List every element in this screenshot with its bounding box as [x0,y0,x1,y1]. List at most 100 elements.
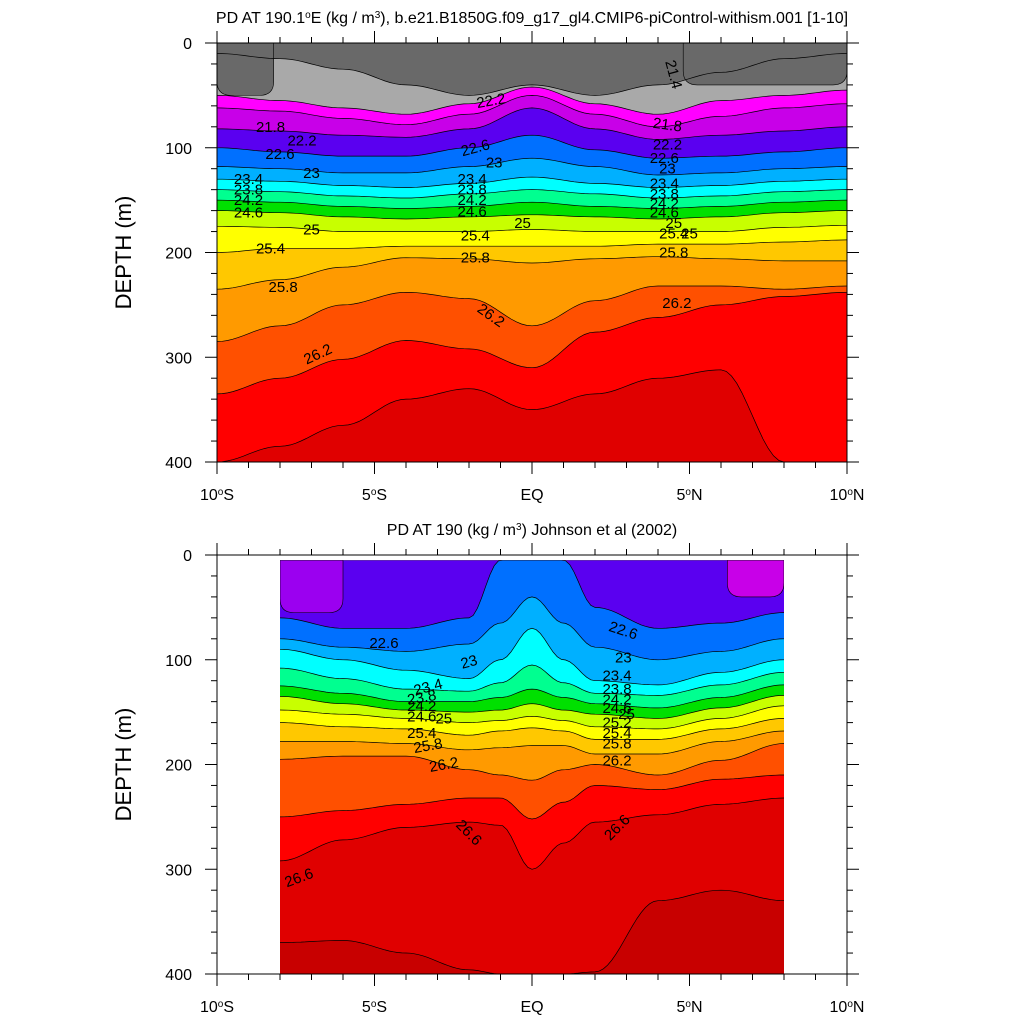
contour-label: 23.8 [602,681,631,698]
contour-label: 21.8 [256,119,285,136]
contour-label: 25.8 [461,250,490,267]
x-tick-label: EQ [520,999,543,1016]
x-tick-label: 5oS [362,999,387,1017]
isopycnal-line-23.4 [217,176,847,188]
x-tick-label: 5oS [362,487,387,505]
chart-title: PD AT 190.1oE (kg / m3), b.e21.B1850G.f0… [216,10,848,28]
contour-label: 25.4 [659,226,688,243]
isopycnal-line-26.2 [217,285,847,342]
isopycnal-line-25.8 [217,256,847,290]
isopycnal-line-21.8 [217,95,847,128]
isopycnal-line-25.8 [280,730,784,755]
contour-label: 25.8 [269,279,298,296]
isopycnal-line-26.6 [217,291,847,395]
surface-patch-0 [727,560,784,598]
y-tick-label: 100 [165,141,192,158]
x-tick-label: 10oS [200,999,234,1017]
isopycnal-line-22.2 [217,107,847,140]
contour-label: 23.8 [458,182,487,199]
isopycnal-line-22.6 [280,560,784,629]
contour-label: 25.4 [461,228,490,245]
surface-patch-1 [682,43,847,86]
contour-label: 22.2 [653,137,682,154]
x-tick-label: 5oN [676,999,702,1017]
contour-label: 23.4 [234,171,263,188]
model-panel: 21.422.221.8 21.822.2 22.222.6 22.6 22.62323… [111,10,864,505]
isopycnal-line-25.4 [280,718,784,740]
x-tick-label: 10oN [830,487,865,505]
contour-label: 23.4 [602,667,631,684]
contour-label: 22.2 [287,132,316,149]
contour-label: 25 [303,221,320,238]
contour-label: 23.4 [412,675,445,699]
contour-label: 25 [514,215,531,232]
isopycnal-band-27 [217,369,847,462]
contour-label: 24.6 [234,205,263,222]
contour-label: 22.6 [265,146,294,163]
contour-label: 23 [659,161,676,178]
contour-label: 24.2 [650,195,679,212]
contour-label: 25.4 [256,240,285,257]
isopycnal-line-23.4 [280,627,784,686]
x-tick-label: 5oN [676,487,702,505]
contour-label: 25.4 [407,725,436,742]
contour-label: 21.8 [652,115,683,136]
contour-label: 25.8 [659,245,688,262]
isopycnal-line-27 [280,797,784,870]
isopycnal-line-26.2 [280,743,784,781]
contour-label: 24.6 [650,205,679,222]
density-field: 21.422.221.8 21.822.2 22.222.6 22.6 22.62323… [217,43,847,462]
contour-label: 23 [459,652,480,673]
isopycnal-line-24.2 [280,684,784,709]
y-tick-label: 100 [165,653,192,670]
contour-label: 25 [618,706,635,723]
y-tick-label: 0 [183,548,192,565]
x-tick-label: 10oS [200,487,234,505]
isopycnal-line-26.6 [280,774,784,820]
isopycnal-line-24.6 [217,210,847,220]
contour-label: 24.2 [407,698,436,715]
contour-label: 22.6 [459,136,492,160]
contour-label: 25 [665,215,682,232]
y-tick-label: 300 [165,862,192,879]
isopycnal-line-21.6 [217,86,847,115]
contour-label: 23.8 [234,182,263,199]
contour-label: 25 [435,710,452,727]
isopycnal-line-25 [217,224,847,232]
x-tick-label: EQ [520,487,543,504]
contour-label: 25.4 [602,725,631,742]
contour-label: 25 [681,226,698,243]
contour-label: 23 [486,154,503,171]
isopycnal-line-23.8 [280,664,784,696]
contour-label: 24.2 [234,192,263,209]
contour-label: 22.6 [650,150,679,167]
y-tick-label: 0 [183,36,192,53]
isopycnal-line-23.8 [217,189,847,199]
contour-label: 25.8 [412,735,444,757]
contour-label: 26.2 [428,754,460,776]
y-tick-label: 300 [165,350,192,367]
y-tick-label: 200 [165,246,192,263]
isopycnal-line-23 [217,157,847,176]
contour-label: 24.6 [458,204,487,221]
contour-label: 23 [303,165,320,182]
contour-label: 23.8 [406,687,438,709]
surface-patch-1 [280,560,344,613]
isopycnal-line-25.4 [217,239,847,253]
contour-label: 23.4 [458,171,487,188]
contour-label: 25.2 [602,715,631,732]
y-tick-label: 200 [165,758,192,775]
y-axis-label: DEPTH (m) [111,708,136,822]
isopycnal-line-23 [280,596,784,661]
contour-label: 26.2 [602,752,631,769]
contour-label: 21.4 [661,58,685,91]
surface-patch-0 [217,43,274,96]
isopycnal-line-22.6 [217,134,847,159]
y-tick-label: 400 [165,455,192,472]
contour-label: 24.2 [458,192,487,209]
x-tick-label: 10oN [830,999,865,1017]
isopycnal-line-24.6 [280,695,784,719]
